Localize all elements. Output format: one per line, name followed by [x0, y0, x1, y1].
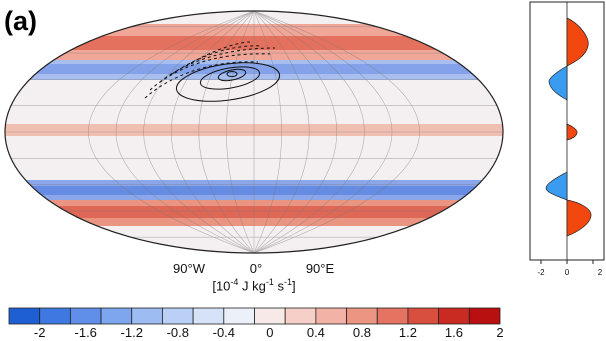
contour-solid-outer	[175, 62, 281, 102]
side-lobe-north-red	[566, 17, 589, 67]
colorbar-tick-label: 2	[496, 325, 504, 340]
lon-label-0: 0°	[249, 261, 263, 276]
colorbar-tick-label: -0.8	[166, 325, 189, 340]
colorbar-swatch	[162, 307, 194, 325]
colorbar-tick-label: -1.2	[120, 325, 143, 340]
contour-solid-core	[226, 71, 238, 77]
contour-dashed-3	[171, 45, 263, 75]
colorbar-swatch	[254, 307, 286, 325]
side-lobe-equator-red	[566, 123, 578, 141]
contour-dashed-4	[185, 41, 251, 67]
panel-label: (a)	[4, 6, 37, 36]
globe-outline	[4, 10, 504, 254]
contour-solid-inner	[217, 68, 247, 82]
colorbar-tick-label: -2	[33, 325, 46, 340]
contour-dashed-2	[159, 47, 276, 83]
map-panel	[4, 10, 504, 254]
contour-solid-mid	[199, 66, 261, 90]
colorbar-swatch	[131, 307, 163, 325]
colorbar-swatch	[346, 307, 378, 325]
colorbar-swatch	[223, 307, 255, 325]
colorbar-swatch	[438, 307, 470, 325]
band-south-blue-core	[5, 186, 503, 195]
side-tick-label-0: 0	[564, 268, 570, 277]
contour-dashed-5	[144, 61, 259, 99]
side-lobe-north-blue	[548, 65, 568, 101]
colorbar-swatch	[315, 307, 347, 325]
colorbar-swatch	[100, 307, 133, 325]
side-tick-label-2: 2	[597, 268, 603, 277]
side-tick-label-neg2: -2	[537, 268, 545, 277]
colorbar-swatch	[192, 307, 225, 325]
units-label: [10-4 J kg-1 s-1]	[212, 277, 296, 294]
colorbar-tick-label: 0.4	[306, 325, 325, 340]
colorbar-tick-label: 1.2	[398, 325, 417, 340]
colorbar-tick-label: 0.8	[352, 325, 371, 340]
colorbar-tick-label: 0	[266, 325, 274, 340]
colorbar-swatch	[8, 307, 41, 325]
side-panel	[529, 1, 605, 264]
colorbar-swatch	[39, 307, 71, 325]
colorbar-tick-label: 1.6	[444, 325, 464, 340]
lon-label-90e: 90°E	[305, 261, 335, 276]
colorbar	[8, 307, 501, 325]
colorbar-swatch	[468, 307, 501, 325]
colorbar-swatch	[284, 307, 317, 325]
colorbar-tick-label: -1.6	[74, 325, 97, 340]
colorbar-swatch	[376, 307, 409, 325]
contour-dashed-1	[149, 53, 271, 91]
colorbar-swatch	[407, 307, 440, 325]
lon-label-90w: 90°W	[173, 261, 205, 276]
band-equator-red	[5, 124, 503, 136]
side-lobe-south-red	[566, 199, 592, 237]
side-lobe-south-blue	[545, 171, 568, 201]
contour-lines	[144, 41, 281, 102]
colorbar-tick-label: -0.4	[212, 325, 236, 340]
colorbar-swatch	[69, 307, 102, 325]
graticule	[5, 11, 503, 253]
